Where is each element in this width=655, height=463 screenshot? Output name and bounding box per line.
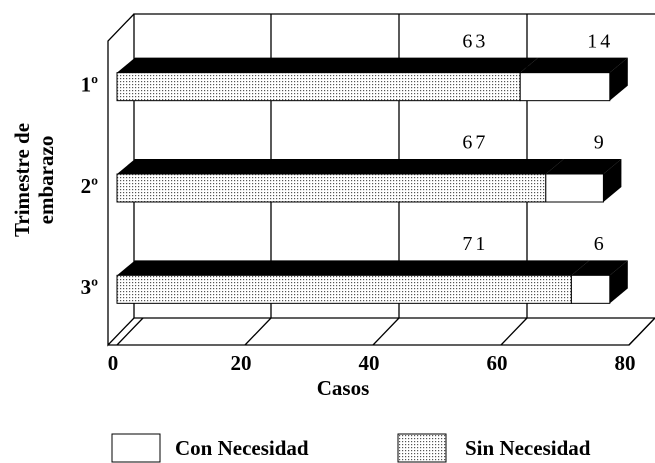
floor-tick: [244, 317, 272, 346]
bar-segment: [116, 274, 572, 304]
bar-side: [609, 260, 628, 304]
bar-top: [117, 260, 590, 276]
bar-segment: [116, 173, 547, 203]
bar-side: [609, 57, 628, 101]
x-tick-label: 40: [359, 351, 380, 375]
data-label: 9: [594, 132, 607, 154]
y-tick-label: 3º: [81, 275, 99, 299]
data-label: 63: [462, 30, 488, 52]
floor-tick: [500, 317, 528, 346]
data-label: 14: [587, 30, 613, 52]
floor: [108, 317, 655, 346]
bar-top: [117, 57, 539, 73]
x-axis-label: Casos: [317, 376, 370, 400]
bar-top: [117, 159, 564, 174]
bar-top: [520, 57, 628, 73]
y-axis-label: Trimestre de embarazo: [10, 123, 58, 237]
bar-segment: [545, 173, 604, 203]
x-tick-label: 60: [487, 351, 508, 375]
data-label: 67: [462, 132, 488, 154]
bar-top: [545, 159, 622, 174]
y-tick-label: 2º: [81, 174, 99, 198]
legend-swatch: [397, 433, 447, 463]
legend-swatch: [111, 433, 161, 463]
data-label: 71: [462, 233, 488, 255]
x-tick-label: 80: [615, 351, 636, 375]
bar-segment: [116, 72, 521, 102]
x-tick-label: 0: [108, 351, 119, 375]
floor-tick: [372, 317, 400, 346]
x-tick-label: 20: [231, 351, 252, 375]
left-wall: [107, 13, 135, 347]
bar-side: [603, 159, 622, 202]
y-axis-label-line: Trimestre de: [10, 123, 34, 237]
bar-top: [571, 260, 628, 276]
y-axis-label-line: embarazo: [34, 136, 58, 225]
legend-label: Con Necesidad: [175, 436, 309, 460]
floor-tick: [116, 317, 144, 346]
bar-segment: [570, 274, 611, 304]
bar-segment: [519, 72, 611, 102]
data-label: 6: [594, 233, 607, 255]
legend-label: Sin Necesidad: [465, 436, 591, 460]
y-tick-label: 1º: [81, 72, 99, 96]
floor-tick: [628, 317, 655, 346]
